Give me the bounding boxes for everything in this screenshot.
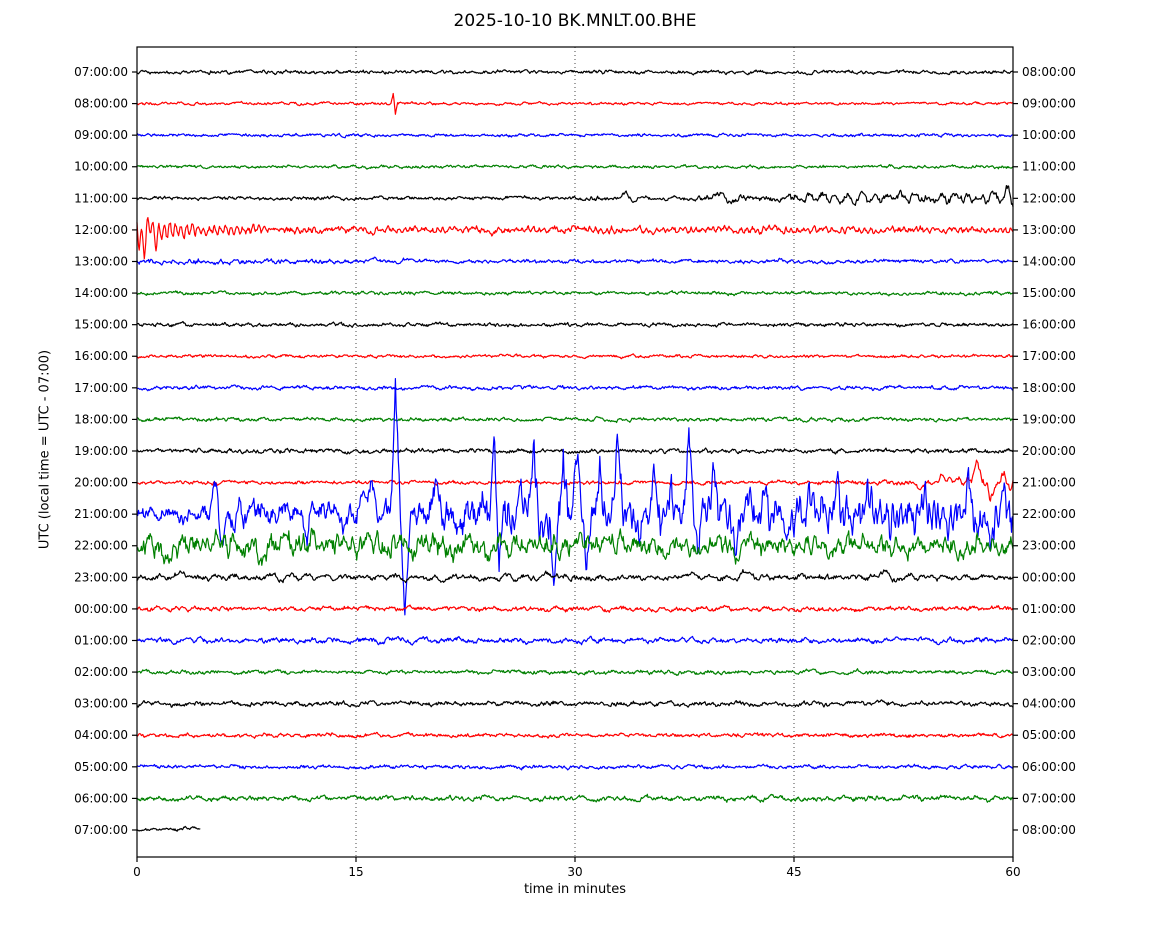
trace-220000 [136, 527, 1014, 566]
left-utc-label: 09:00:00 [74, 128, 128, 142]
plot-title: 2025-10-10 BK.MNLT.00.BHE [453, 11, 697, 31]
right-utc-label: 02:00:00 [1022, 633, 1076, 647]
right-utc-label: 19:00:00 [1022, 412, 1076, 426]
left-utc-label: 20:00:00 [74, 476, 128, 490]
left-utc-label: 23:00:00 [74, 570, 128, 584]
right-utc-label: 17:00:00 [1022, 349, 1076, 363]
right-utc-label: 15:00:00 [1022, 286, 1076, 300]
left-utc-label: 08:00:00 [74, 97, 128, 111]
trace-190000 [136, 447, 1014, 455]
trace-060000 [136, 793, 1014, 803]
left-utc-label: 10:00:00 [74, 160, 128, 174]
trace-230000 [136, 568, 1014, 584]
left-utc-label: 22:00:00 [74, 539, 128, 553]
trace-010000 [136, 635, 1014, 646]
trace-000000 [136, 604, 1014, 613]
right-utc-label: 09:00:00 [1022, 97, 1076, 111]
right-utc-label: 03:00:00 [1022, 665, 1076, 679]
left-utc-label: 05:00:00 [74, 760, 128, 774]
right-utc-label: 16:00:00 [1022, 318, 1076, 332]
trace-210000 [136, 378, 1014, 616]
right-utc-label: 04:00:00 [1022, 697, 1076, 711]
right-utc-label: 01:00:00 [1022, 602, 1076, 616]
left-utc-label: 07:00:00 [74, 65, 128, 79]
left-utc-label: 02:00:00 [74, 665, 128, 679]
trace-120000 [136, 217, 1014, 260]
left-utc-label: 21:00:00 [74, 507, 128, 521]
left-utc-label: 11:00:00 [74, 191, 128, 205]
x-tick-label: 0 [133, 865, 141, 879]
trace-170000 [136, 384, 1014, 392]
right-utc-label: 08:00:00 [1022, 823, 1076, 837]
trace-080000 [136, 92, 1014, 115]
right-utc-label: 06:00:00 [1022, 760, 1076, 774]
left-utc-label: 01:00:00 [74, 633, 128, 647]
right-utc-label: 18:00:00 [1022, 381, 1076, 395]
trace-020000 [136, 668, 1014, 676]
trace-070000 [136, 69, 1014, 76]
trace-090000 [136, 132, 1014, 139]
right-utc-label: 14:00:00 [1022, 254, 1076, 268]
left-utc-label: 12:00:00 [74, 223, 128, 237]
x-tick-label: 30 [567, 865, 582, 879]
left-utc-label: 04:00:00 [74, 728, 128, 742]
left-utc-label: 14:00:00 [74, 286, 128, 300]
left-utc-label: 13:00:00 [74, 254, 128, 268]
right-utc-label: 22:00:00 [1022, 507, 1076, 521]
right-utc-label: 00:00:00 [1022, 570, 1076, 584]
left-utc-label: 18:00:00 [74, 412, 128, 426]
x-tick-label: 45 [786, 865, 801, 879]
left-utc-label: 07:00:00 [74, 823, 128, 837]
x-tick-label: 60 [1005, 865, 1020, 879]
trace-180000 [136, 415, 1014, 424]
right-utc-label: 21:00:00 [1022, 476, 1076, 490]
right-utc-label: 05:00:00 [1022, 728, 1076, 742]
x-tick-label: 15 [348, 865, 363, 879]
trace-150000 [136, 320, 1014, 328]
right-utc-label: 07:00:00 [1022, 791, 1076, 805]
trace-070000 [136, 825, 201, 832]
x-axis-label: time in minutes [523, 882, 627, 897]
trace-110000 [136, 185, 1014, 208]
trace-040000 [136, 731, 1014, 739]
left-utc-label: 03:00:00 [74, 697, 128, 711]
right-utc-label: 20:00:00 [1022, 444, 1076, 458]
trace-140000 [136, 290, 1014, 297]
right-utc-label: 10:00:00 [1022, 128, 1076, 142]
left-utc-label: 17:00:00 [74, 381, 128, 395]
trace-100000 [136, 163, 1014, 170]
left-utc-label: 00:00:00 [74, 602, 128, 616]
trace-030000 [136, 699, 1014, 708]
trace-050000 [136, 763, 1014, 771]
right-utc-label: 11:00:00 [1022, 160, 1076, 174]
right-utc-label: 12:00:00 [1022, 191, 1076, 205]
left-utc-label: 16:00:00 [74, 349, 128, 363]
left-utc-label: 15:00:00 [74, 318, 128, 332]
right-utc-label: 23:00:00 [1022, 539, 1076, 553]
right-utc-label: 13:00:00 [1022, 223, 1076, 237]
left-utc-label: 06:00:00 [74, 791, 128, 805]
right-utc-label: 08:00:00 [1022, 65, 1076, 79]
left-utc-label: 19:00:00 [74, 444, 128, 458]
trace-130000 [136, 256, 1014, 266]
trace-160000 [136, 353, 1014, 360]
